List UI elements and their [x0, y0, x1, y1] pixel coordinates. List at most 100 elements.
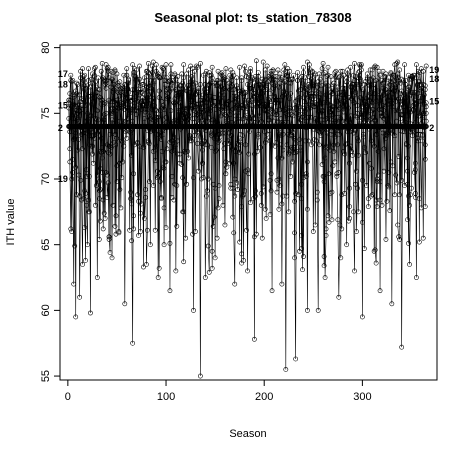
data-point: [77, 113, 83, 119]
data-point: [237, 64, 243, 70]
data-point: [88, 310, 93, 316]
data-point: [401, 93, 407, 99]
year-label: 18: [429, 74, 439, 84]
data-point: [147, 242, 153, 248]
data-point: [254, 96, 260, 102]
data-point: [202, 275, 208, 280]
data-point: [155, 275, 161, 280]
data-point: [157, 130, 163, 136]
data-point: [103, 110, 109, 116]
data-point: [267, 75, 273, 81]
data-point: [403, 108, 408, 114]
data-point: [263, 84, 269, 90]
data-point: [94, 275, 100, 280]
data-point: [219, 72, 225, 78]
data-point: [223, 171, 229, 177]
data-point: [344, 125, 350, 131]
data-point: [196, 168, 201, 174]
data-point: [155, 173, 161, 179]
data-point: [407, 202, 412, 208]
data-point: [298, 145, 303, 150]
data-point: [106, 234, 112, 240]
data-point: [214, 120, 220, 125]
data-point: [379, 202, 385, 208]
data-point: [391, 88, 397, 94]
data-point: [414, 135, 420, 141]
x-tick-label: 300: [353, 391, 371, 403]
data-point: [336, 294, 342, 300]
data-point: [82, 225, 87, 231]
data-point: [388, 79, 394, 85]
data-point: [353, 89, 358, 95]
data-point: [331, 142, 337, 148]
data-point: [292, 255, 298, 261]
data-point: [408, 192, 413, 198]
data-point: [305, 138, 311, 144]
data-point: [142, 75, 147, 81]
y-tick-label: 75: [40, 107, 52, 119]
data-point: [109, 76, 115, 82]
data-point: [406, 143, 411, 149]
data-point: [421, 114, 427, 120]
data-point: [309, 68, 315, 74]
data-point: [201, 124, 207, 129]
data-point: [231, 230, 237, 236]
data-point: [399, 76, 405, 82]
data-point: [278, 142, 284, 148]
data-point: [407, 261, 412, 267]
data-point: [252, 74, 258, 79]
data-point: [333, 75, 339, 81]
data-point: [409, 126, 414, 132]
data-point: [412, 191, 418, 196]
data-point: [173, 76, 179, 82]
data-point: [105, 68, 111, 74]
data-point: [250, 96, 255, 102]
x-axis: 0 100 200 300: [65, 380, 372, 403]
data-point: [413, 275, 419, 280]
data-point: [243, 109, 248, 115]
data-point: [356, 70, 361, 75]
data-point: [375, 149, 381, 154]
data-point: [197, 373, 203, 379]
year-label: 19: [429, 65, 439, 75]
data-point: [361, 145, 367, 150]
data-point: [349, 149, 354, 154]
data-point: [118, 85, 124, 91]
data-point: [93, 183, 99, 188]
data-point: [96, 188, 102, 194]
data-point: [184, 114, 190, 120]
data-point: [207, 93, 213, 99]
data-point: [70, 99, 76, 104]
data-point: [265, 96, 271, 102]
data-point: [168, 62, 174, 68]
data-point: [293, 150, 299, 156]
data-point: [195, 64, 200, 70]
data-point: [95, 75, 101, 81]
data-point: [237, 150, 243, 156]
data-point: [198, 118, 204, 124]
data-point: [368, 138, 374, 144]
data-point: [351, 209, 356, 215]
data-point: [405, 217, 410, 223]
data-point: [419, 138, 425, 144]
data-point: [322, 145, 328, 150]
data-point: [101, 117, 107, 123]
data-point: [371, 143, 377, 149]
data-point: [178, 104, 184, 110]
data-point: [389, 130, 395, 136]
data-point: [223, 159, 229, 165]
data-point: [314, 189, 320, 195]
data-point: [163, 120, 169, 125]
data-point: [229, 120, 235, 125]
data-point: [86, 66, 91, 72]
data-point: [93, 89, 99, 95]
data-point: [300, 267, 305, 273]
data-point: [265, 117, 271, 123]
data-point: [347, 204, 353, 209]
data-point: [324, 100, 330, 106]
data-point: [337, 131, 343, 137]
data-point: [87, 133, 92, 139]
data-point: [175, 138, 181, 144]
data-point: [71, 281, 77, 287]
data-point: [289, 145, 295, 150]
